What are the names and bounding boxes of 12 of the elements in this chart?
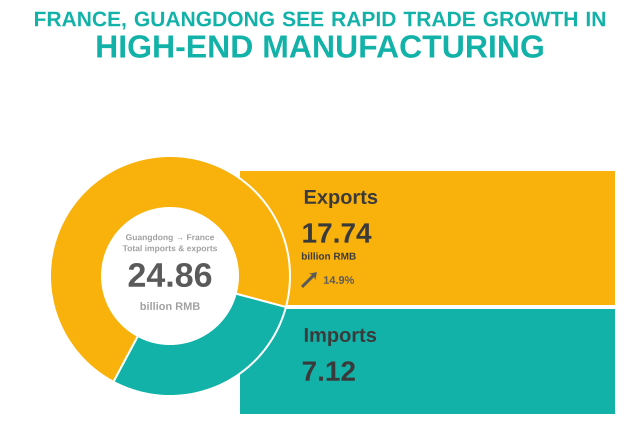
text: billion RMB [140, 302, 200, 310]
slice-label: Exports [304, 190, 378, 208]
text: Guangdong → France [126, 234, 214, 242]
chart-title: FRANCE, GUANGDONG SEE RAPID TRADE GROWTH IN [35, 12, 605, 30]
data-label: 17.74 [303, 223, 372, 243]
data-label: 7.12 [302, 361, 355, 381]
text: billion RMB [302, 252, 356, 260]
chart-subtitle: HIGH-END MANUFACTURING [97, 35, 543, 58]
text: 24.86 [128, 262, 212, 288]
slice-label: Imports [304, 328, 376, 346]
text: 14.9% [324, 276, 354, 284]
text: Total imports & exports [122, 245, 218, 253]
